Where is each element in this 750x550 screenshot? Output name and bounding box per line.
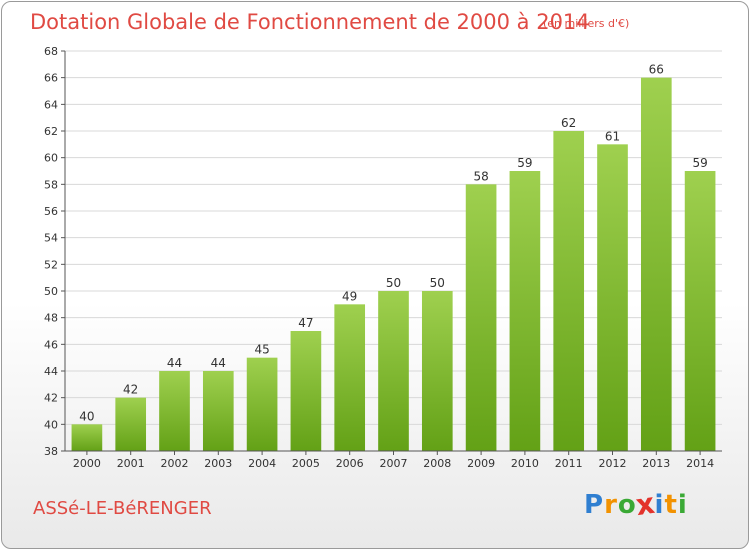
x-tick-label: 2012 (599, 457, 627, 470)
y-tick-label: 42 (44, 392, 58, 405)
y-tick-label: 56 (44, 205, 58, 218)
y-tick-label: 62 (44, 125, 58, 138)
bar-2012 (597, 144, 628, 452)
x-tick-label: 2000 (73, 457, 101, 470)
y-tick-label: 38 (44, 445, 58, 458)
bar-2009 (465, 184, 497, 452)
y-tick-label: 64 (44, 98, 58, 111)
bar-2004 (246, 357, 278, 451)
bar-2007 (378, 291, 409, 451)
y-tick-label: 52 (44, 258, 58, 271)
x-tick-label: 2011 (555, 457, 583, 470)
y-tick-label: 66 (44, 72, 58, 85)
logo-letter: t (664, 490, 678, 520)
bar-value-label: 45 (254, 343, 269, 357)
bar-value-label: 44 (167, 356, 182, 370)
bar-2010 (509, 171, 541, 451)
bar-value-label: 47 (298, 316, 313, 330)
bar-2008 (421, 291, 453, 451)
chart-subtitle: (en milliers d'€) (543, 17, 630, 30)
x-tick-label: 2008 (423, 457, 451, 470)
bar-value-label: 66 (649, 63, 664, 77)
logo-letter: r (604, 490, 618, 520)
x-tick-label: 2005 (292, 457, 320, 470)
bar-value-label: 40 (79, 409, 94, 423)
bar-2006 (334, 304, 366, 451)
y-tick-label: 60 (44, 152, 58, 165)
x-tick-label: 2010 (511, 457, 539, 470)
logo-letter: o (617, 490, 637, 520)
x-tick-label: 2002 (161, 457, 189, 470)
bar-value-label: 42 (123, 383, 138, 397)
bars: 40 42 44 44 45 47 49 50 50 58 59 62 61 66 59 (71, 63, 716, 452)
proxiti-logo: Proxiti (584, 487, 688, 523)
bar-2001 (115, 397, 147, 451)
axes: 38 40 42 44 46 48 50 52 54 56 58 60 62 64 66 68 2000 2001… (44, 45, 722, 470)
bar-2002 (159, 371, 190, 451)
bar-value-label: 59 (692, 156, 707, 170)
bar-value-label: 49 (342, 289, 357, 303)
bar-value-label: 58 (473, 169, 488, 183)
y-tick-label: 44 (44, 365, 58, 378)
bar-value-label: 59 (517, 156, 532, 170)
bar-value-label: 44 (211, 356, 226, 370)
logo-letter: i (654, 490, 665, 520)
logo-letter: P (584, 490, 605, 520)
x-tick-label: 2007 (380, 457, 408, 470)
x-tick-label: 2001 (117, 457, 145, 470)
bar-2014 (684, 171, 716, 451)
bar-value-label: 50 (430, 276, 445, 290)
x-tick-label: 2009 (467, 457, 495, 470)
logo-letter: x (633, 487, 658, 523)
bar-value-label: 62 (561, 116, 576, 130)
x-tick-label: 2014 (686, 457, 714, 470)
x-tick-label: 2006 (336, 457, 364, 470)
y-tick-label: 54 (44, 232, 58, 245)
bar-2011 (553, 131, 585, 451)
y-tick-label: 48 (44, 312, 58, 325)
y-tick-label: 40 (44, 418, 58, 431)
x-tick-label: 2013 (642, 457, 670, 470)
y-tick-label: 58 (44, 178, 58, 191)
x-tick-label: 2003 (204, 457, 232, 470)
bar-2000 (71, 424, 103, 451)
logo-letter: i (677, 490, 688, 520)
y-tick-label: 68 (44, 45, 58, 58)
bar-value-label: 50 (386, 276, 401, 290)
bar-2003 (202, 371, 234, 451)
y-tick-label: 46 (44, 338, 58, 351)
bar-2005 (290, 331, 322, 451)
bar-value-label: 61 (605, 129, 620, 143)
bar-2013 (640, 77, 672, 452)
x-tick-label: 2004 (248, 457, 276, 470)
chart-title: Dotation Globale de Fonctionnement de 20… (30, 10, 590, 34)
y-tick-label: 50 (44, 285, 58, 298)
commune-name: ASSé-LE-BéRENGER (33, 498, 212, 519)
